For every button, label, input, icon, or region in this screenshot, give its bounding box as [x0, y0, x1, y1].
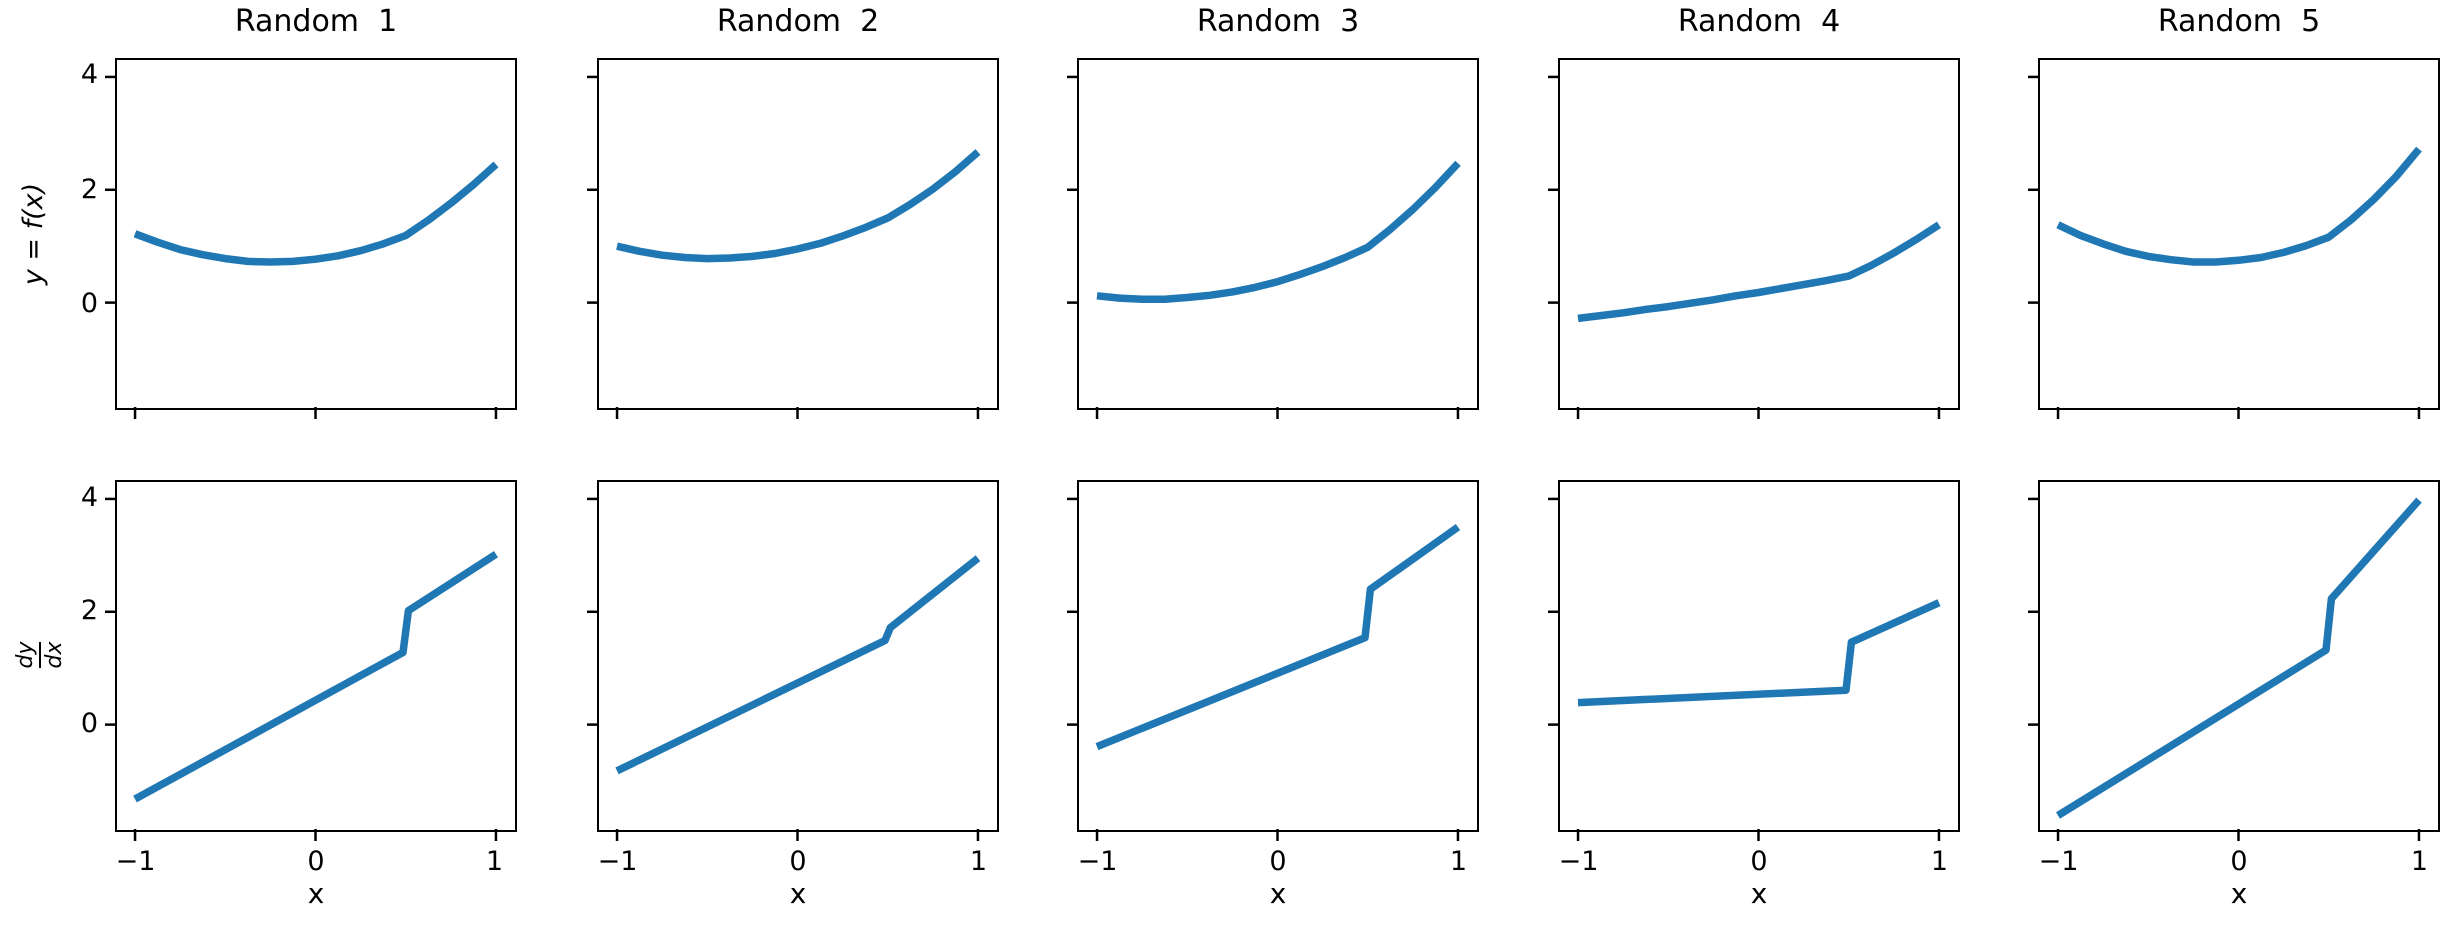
data-line — [1096, 160, 1461, 303]
y-axis-label-dydx: dy dx — [5, 618, 75, 692]
axes-panel — [587, 58, 999, 419]
line-plot-svg — [587, 497, 981, 841]
x-axis-label: x — [2230, 877, 2248, 910]
line-plot-svg — [1067, 75, 1461, 419]
y-tick-label: 4 — [80, 59, 98, 90]
axes-panel — [587, 480, 999, 841]
axes-panel — [2028, 480, 2440, 841]
line-plot-svg — [1548, 75, 1942, 419]
subplot-title: Random 3 — [1196, 4, 1360, 39]
axes-panel — [1548, 58, 1960, 419]
x-tick-label: −1 — [597, 846, 638, 877]
line-plot-svg — [105, 75, 499, 419]
axes-panel — [105, 58, 517, 419]
line-plot-svg — [2028, 75, 2422, 419]
x-axis-label: x — [1269, 877, 1287, 910]
data-line — [2056, 146, 2422, 266]
subplot-title: Random 5 — [2157, 4, 2321, 39]
data-line — [1577, 221, 1942, 323]
data-line — [616, 149, 981, 263]
x-tick-label: −1 — [115, 846, 156, 877]
y-tick-label: 2 — [80, 595, 98, 626]
line-plot-svg — [105, 497, 499, 841]
data-line — [1095, 524, 1461, 751]
y-tick-label: 4 — [80, 482, 98, 513]
data-line — [133, 161, 499, 266]
x-tick-label: −1 — [1077, 846, 1118, 877]
axes-panel — [105, 480, 517, 841]
subplot-title: Random 4 — [1677, 4, 1841, 39]
fraction-numerator: dy — [13, 641, 38, 669]
x-tick-label: 0 — [2230, 846, 2248, 877]
axes-panel — [1067, 480, 1479, 841]
x-tick-label: 1 — [969, 846, 988, 877]
x-tick-label: 0 — [789, 846, 807, 877]
line-plot-svg — [1067, 497, 1461, 841]
data-line — [2056, 497, 2422, 819]
data-line — [1577, 599, 1941, 707]
y-tick-label: 2 — [80, 174, 98, 205]
x-tick-label: −1 — [1558, 846, 1599, 877]
x-axis-label: x — [789, 877, 807, 910]
data-line — [133, 551, 499, 803]
x-tick-label: 1 — [1930, 846, 1949, 877]
line-plot-svg — [587, 75, 981, 419]
y-tick-label: 0 — [80, 288, 98, 319]
x-tick-label: 0 — [1750, 846, 1768, 877]
line-plot-svg — [2028, 497, 2422, 841]
y-tick-label: 0 — [80, 708, 98, 739]
x-tick-label: 0 — [307, 846, 325, 877]
x-axis-label: x — [307, 877, 325, 910]
subplot-title: Random 2 — [716, 4, 880, 39]
x-axis-label: x — [1750, 877, 1768, 910]
x-tick-label: 1 — [2410, 846, 2429, 877]
x-tick-label: 0 — [1269, 846, 1287, 877]
y-axis-label-f: y = f(x) — [18, 182, 49, 286]
data-line — [615, 555, 981, 775]
x-tick-label: −1 — [2038, 846, 2079, 877]
axes-panel — [1548, 480, 1960, 841]
line-plot-svg — [1548, 497, 1941, 841]
x-tick-label: 1 — [485, 846, 504, 877]
subplot-title: Random 1 — [234, 4, 398, 39]
fraction-denominator: dx — [39, 641, 67, 669]
axes-panel — [1067, 58, 1479, 419]
axes-panel — [2028, 58, 2440, 419]
x-tick-label: 1 — [1449, 846, 1468, 877]
